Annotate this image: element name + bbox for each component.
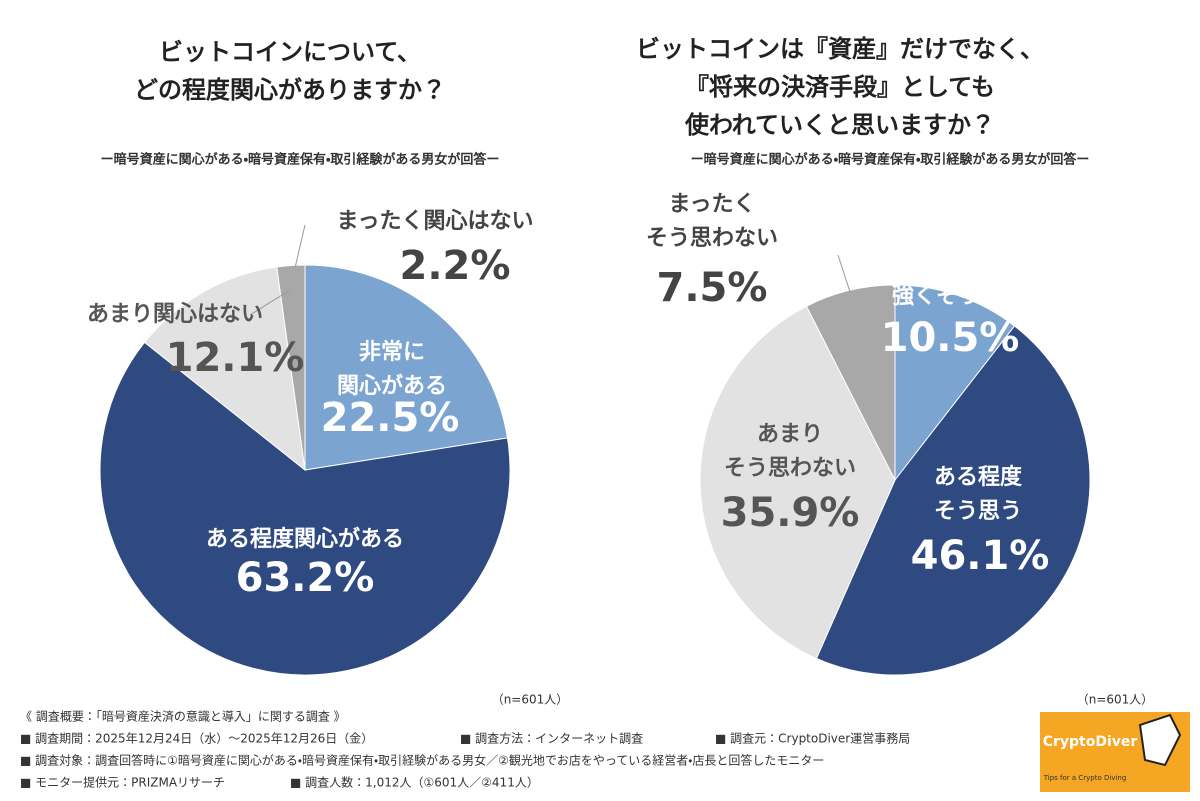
footer-text: ■ モニター提供元：PRIZMAリサーチ	[20, 775, 225, 790]
slice-label: 強くそう思う	[892, 283, 1024, 309]
footer-text: ■ 調査方法：インターネット調査	[460, 731, 643, 746]
slice-label: まったくそう思わない	[646, 192, 778, 251]
pie-slice	[143, 266, 306, 472]
slice-label: まったく関心はない	[336, 209, 533, 234]
slice-value: 63.2%	[236, 555, 375, 601]
leader-line	[249, 289, 291, 316]
pie-slice	[699, 305, 896, 660]
leader-line	[837, 254, 851, 293]
chart-title: ビットコインについて、どの程度関心がありますか？	[134, 38, 446, 104]
slice-label: 非常に関心がある	[337, 339, 447, 399]
logo-tagline: Tips for a Crypto Diving	[1043, 774, 1127, 782]
pie-slice	[815, 325, 1091, 676]
slice-value: 22.5%	[321, 395, 460, 441]
chart-title: ビットコインは『資産』だけでなく、『将来の決済手段』としても使われていくと思いま…	[636, 35, 1044, 139]
slice-label: あまりそう思わない	[724, 422, 856, 481]
sample-size: （n=601人）	[492, 693, 569, 707]
slice-value: 35.9%	[721, 490, 860, 536]
slice-value: 7.5%	[657, 265, 768, 311]
footer-text: ■ 調査人数：1,012人（①601人／②411人）	[290, 775, 539, 790]
slice-label: ある程度そう思う	[934, 464, 1023, 524]
footer-text: 《 調査概要：「暗号資産決済の意識と導入」に関する調査 》	[20, 710, 346, 724]
chart-subtitle: ー暗号資産に関心がある・暗号資産保有・取引経験がある男女が回答ー	[691, 152, 1090, 168]
slice-value: 46.1%	[911, 533, 1050, 579]
footer-text: ■ 調査元：CryptoDiver運営事務局	[715, 732, 910, 746]
pie-slice	[894, 284, 1016, 482]
slice-label: ある程度関心がある	[206, 526, 404, 552]
slice-value: 10.5%	[881, 315, 1020, 361]
logo-icon	[1138, 713, 1182, 767]
pie-slice	[276, 264, 306, 471]
pie-slice	[99, 341, 511, 676]
slice-value: 12.1%	[166, 335, 305, 381]
chart-subtitle: ー暗号資産に関心がある・暗号資産保有・取引経験がある男女が回答ー	[101, 152, 500, 168]
slice-value: 2.2%	[400, 243, 511, 289]
footer-text: ■ 調査期間：2025年12月24日（水）〜2025年12月26日（金）	[20, 732, 373, 746]
footer-text: ■ 調査対象：調査回答時に①暗号資産に関心がある・暗号資産保有・取引経験がある男…	[20, 753, 824, 768]
leader-line	[294, 224, 306, 269]
logo-name: CryptoDiver	[1043, 734, 1138, 750]
pie-slice	[304, 264, 509, 471]
sample-size: （n=601人）	[1077, 693, 1154, 707]
slice-label: あまり関心はない	[87, 302, 263, 327]
